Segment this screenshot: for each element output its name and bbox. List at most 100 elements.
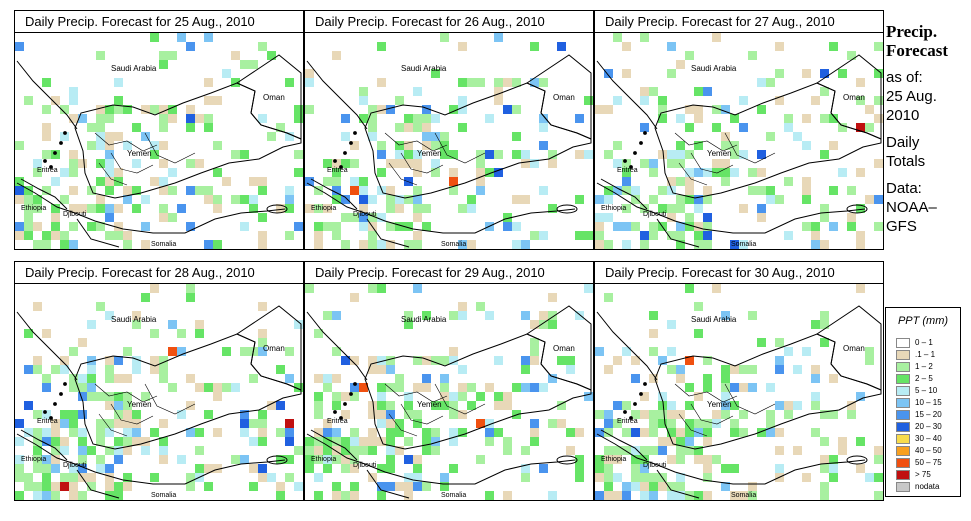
precip-cell	[240, 410, 249, 419]
precip-cell	[712, 284, 721, 293]
precip-cell	[186, 186, 195, 195]
precip-cell	[494, 392, 503, 401]
forecast-panel: Daily Precip. Forecast for 26 Aug., 2010…	[304, 10, 594, 250]
precip-cell	[105, 374, 114, 383]
country-label: Eritrea	[327, 418, 348, 425]
precip-cell	[838, 446, 847, 455]
color-legend: PPT (mm) 0 – 1 .1 – 1 1 – 2 2 – 5 5 – 10 10 –…	[885, 307, 961, 497]
precip-cell	[42, 105, 51, 114]
precip-cell	[249, 195, 258, 204]
precip-cell	[467, 195, 476, 204]
precip-cell	[314, 186, 323, 195]
precip-cell	[285, 186, 294, 195]
island	[333, 159, 337, 163]
data-source: Data: NOAA– GFS	[886, 179, 971, 236]
precip-cell	[404, 141, 413, 150]
precip-cell	[69, 428, 78, 437]
precip-cell	[604, 455, 613, 464]
precip-cell	[332, 222, 341, 231]
precip-cell	[150, 105, 159, 114]
precip-cell	[332, 159, 341, 168]
precip-cell	[159, 186, 168, 195]
precip-cell	[640, 204, 649, 213]
precip-cell	[649, 231, 658, 240]
precip-cell	[24, 365, 33, 374]
precip-cell	[685, 428, 694, 437]
precip-cell	[350, 455, 359, 464]
precip-cell	[395, 482, 404, 491]
province-lines	[674, 383, 776, 437]
precip-cell	[168, 383, 177, 392]
precip-cell	[748, 365, 757, 374]
precip-cell	[829, 186, 838, 195]
precip-cell	[694, 392, 703, 401]
precip-cell	[676, 159, 685, 168]
precip-cell	[703, 186, 712, 195]
precip-cell	[78, 464, 87, 473]
precip-cell	[368, 284, 377, 293]
precip-cell	[521, 446, 530, 455]
precip-cell	[503, 78, 512, 87]
precip-cell	[604, 186, 613, 195]
precip-cell	[595, 213, 604, 222]
precip-cell	[811, 392, 820, 401]
precip-cell	[78, 410, 87, 419]
precip-cell	[332, 374, 341, 383]
precip-cell	[341, 132, 350, 141]
precip-cell	[332, 455, 341, 464]
precip-cell	[258, 240, 267, 249]
precip-cell	[874, 195, 883, 204]
precip-cell	[168, 105, 177, 114]
precip-cell	[622, 204, 631, 213]
precip-cell	[305, 284, 314, 293]
precip-cell	[622, 222, 631, 231]
precip-cell	[105, 446, 114, 455]
island	[353, 382, 357, 386]
precip-cell	[575, 114, 584, 123]
precip-cell	[186, 374, 195, 383]
precip-cell	[784, 114, 793, 123]
precip-cell	[811, 231, 820, 240]
precip-cell	[42, 186, 51, 195]
precip-cell	[829, 464, 838, 473]
precip-cell	[802, 473, 811, 482]
precip-cell	[548, 374, 557, 383]
precip-cell	[168, 320, 177, 329]
precip-cell	[613, 419, 622, 428]
precip-cell	[33, 437, 42, 446]
precip-cell	[249, 464, 258, 473]
precip-cell	[503, 222, 512, 231]
precip-cell	[748, 491, 757, 500]
precip-cell	[314, 392, 323, 401]
precip-cell	[856, 78, 865, 87]
precip-cell	[440, 33, 449, 42]
precip-cell	[548, 150, 557, 159]
precip-cell	[413, 123, 422, 132]
precip-cell	[775, 338, 784, 347]
precip-cell	[595, 347, 604, 356]
precip-cell	[42, 410, 51, 419]
precip-cell	[739, 491, 748, 500]
precip-cell	[15, 141, 24, 150]
somalia-border	[656, 469, 700, 499]
island	[43, 159, 47, 163]
precip-cell	[33, 365, 42, 374]
precip-cell	[539, 311, 548, 320]
precip-cell	[730, 168, 739, 177]
precip-cell	[631, 464, 640, 473]
data-source-name: NOAA–	[886, 199, 937, 216]
precip-cell	[78, 455, 87, 464]
precip-cell	[703, 437, 712, 446]
precip-cell	[141, 132, 150, 141]
precip-cell	[150, 356, 159, 365]
precip-cell	[258, 186, 267, 195]
country-label: Eritrea	[617, 418, 638, 425]
precip-cell	[276, 401, 285, 410]
precip-cell	[739, 240, 748, 249]
precip-cell	[667, 401, 676, 410]
precip-cell	[258, 177, 267, 186]
country-label: Djibouti	[643, 211, 667, 218]
precip-cell	[285, 473, 294, 482]
precip-cell	[503, 401, 512, 410]
precip-cell	[694, 455, 703, 464]
